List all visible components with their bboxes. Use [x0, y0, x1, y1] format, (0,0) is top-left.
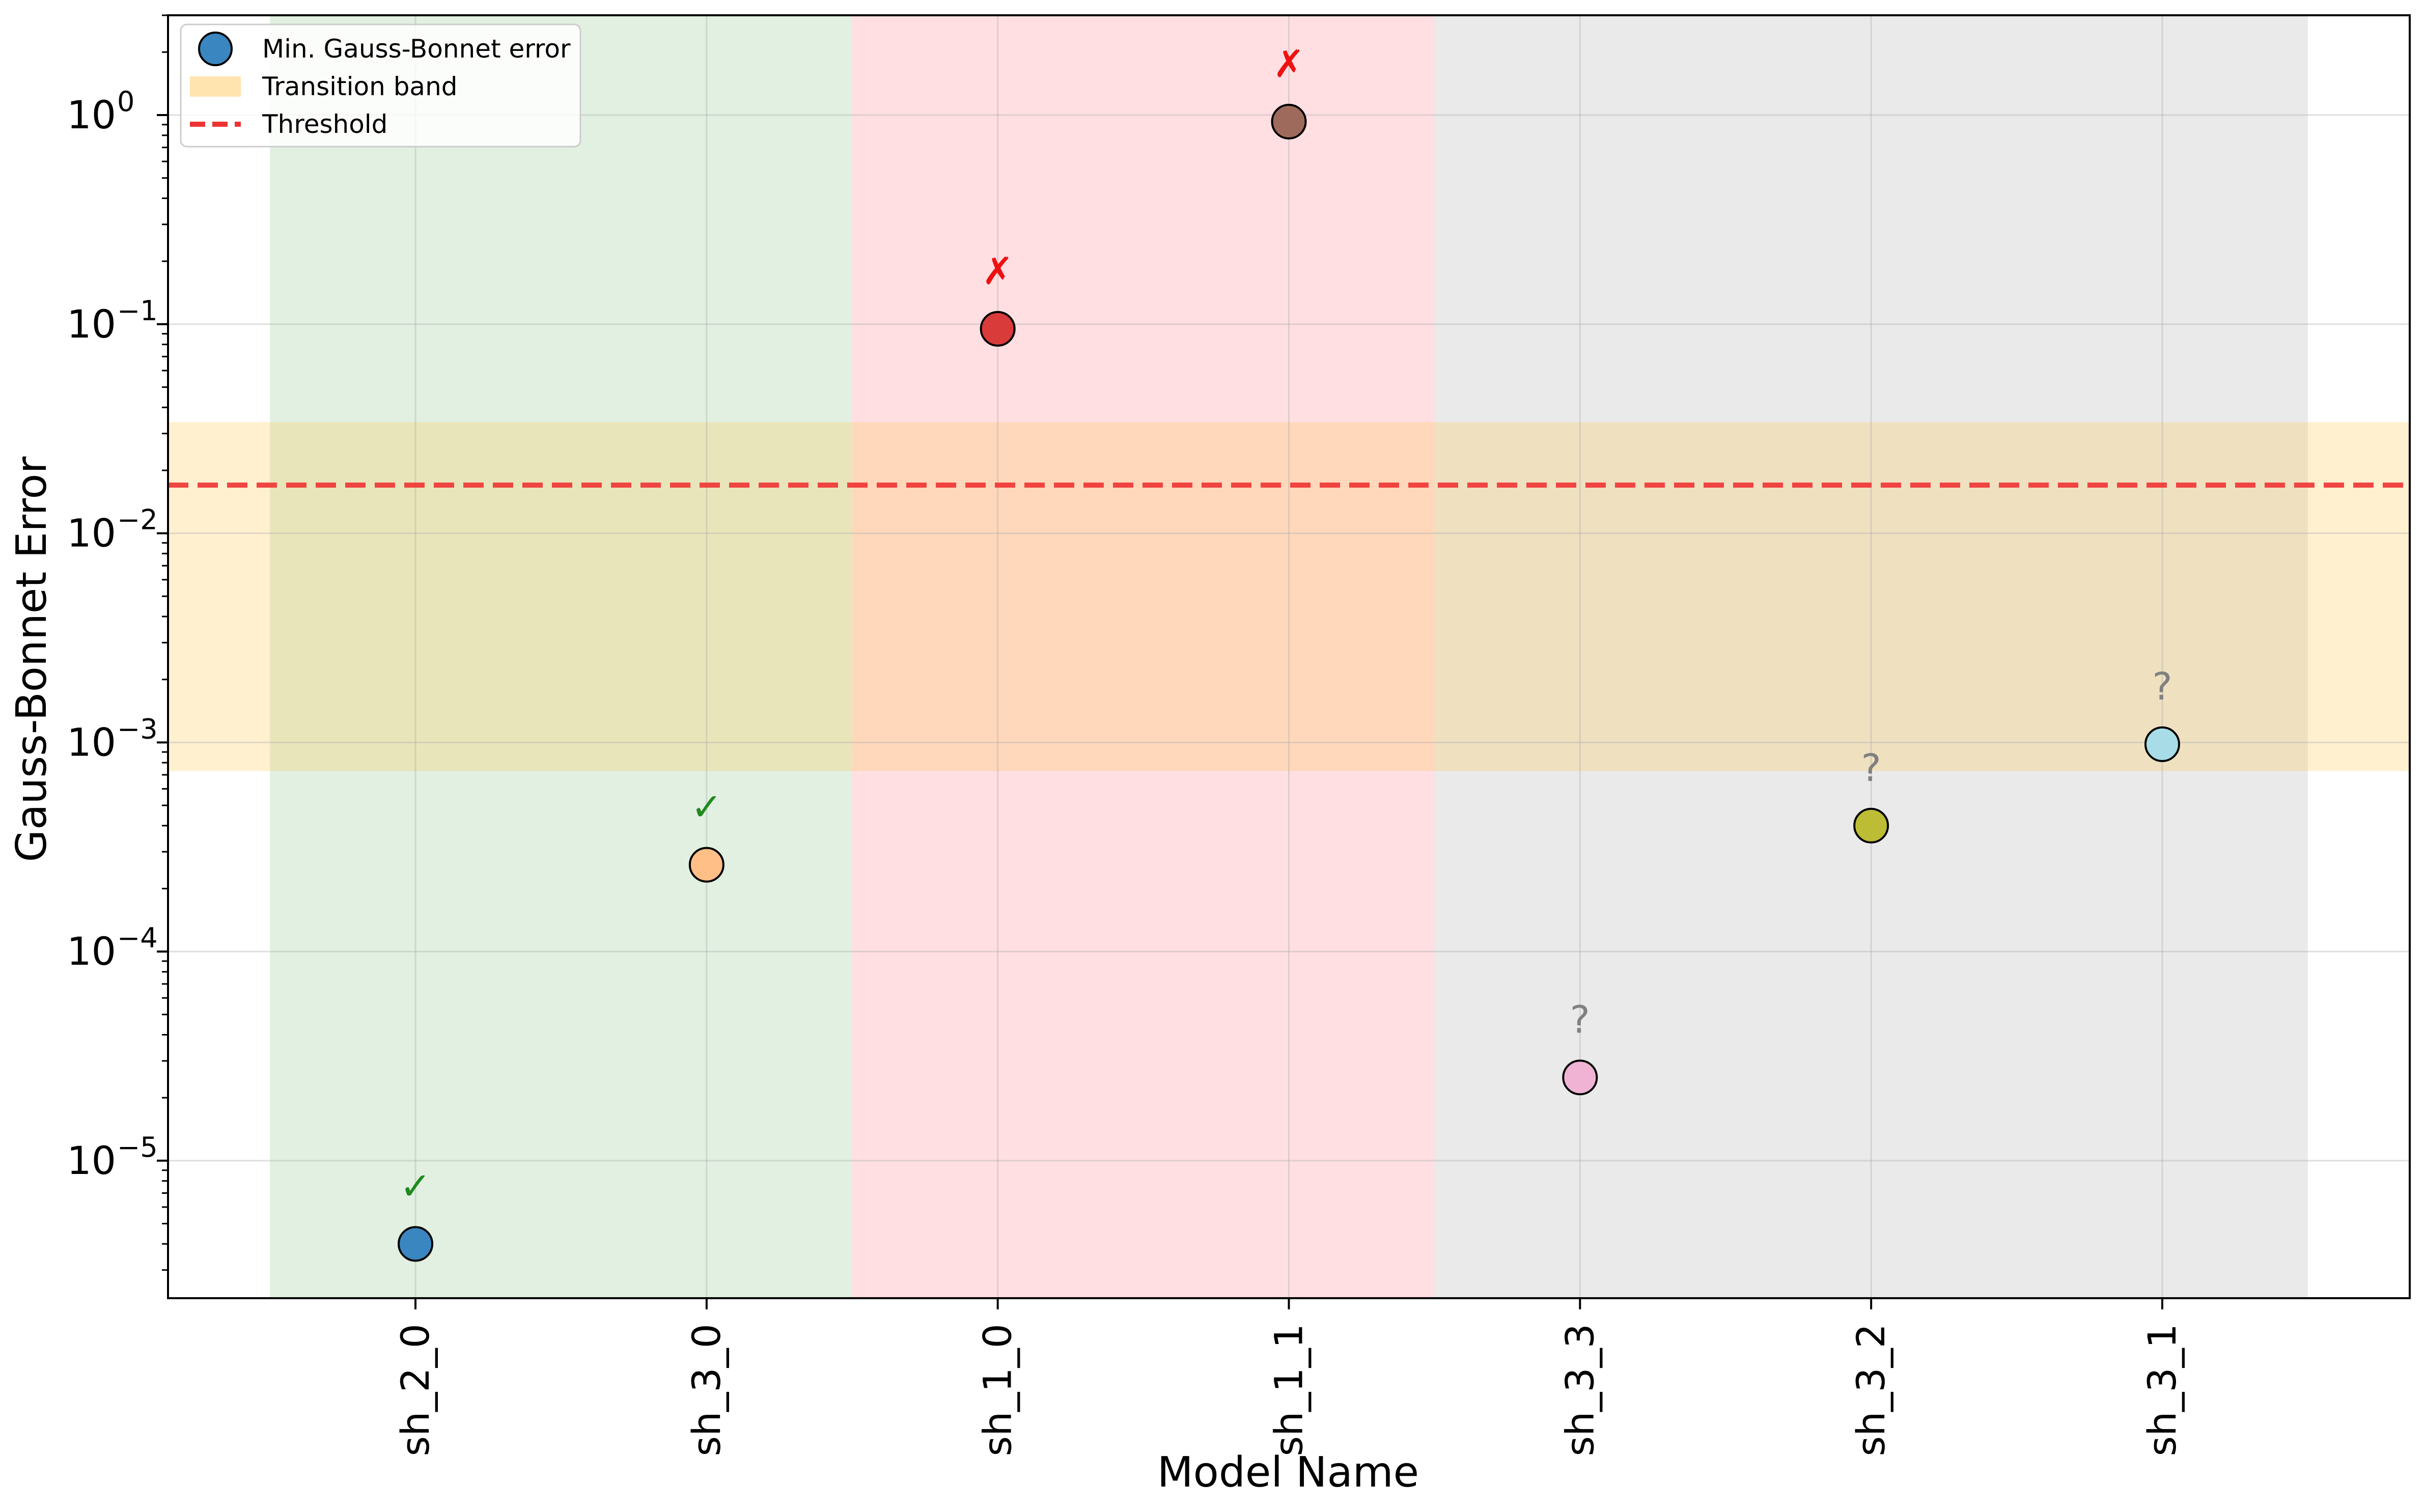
x-tick-label: sh_1_0 — [975, 1324, 1020, 1456]
x-tick-label: sh_3_0 — [684, 1324, 729, 1456]
y-tick-label-exponent: 0 — [117, 86, 134, 118]
data-point — [1271, 103, 1307, 139]
y-tick-label-exponent: −2 — [117, 504, 158, 536]
data-point — [1853, 807, 1889, 844]
legend-label: Min. Gauss-Bonnet error — [262, 34, 571, 64]
y-tick-label-exponent: −4 — [117, 922, 158, 954]
data-point — [688, 847, 724, 883]
x-tick-label: sh_3_2 — [1848, 1324, 1893, 1456]
y-tick-label-base: 10 — [67, 1138, 116, 1183]
legend-label: Threshold — [262, 109, 387, 139]
y-tick-label-base: 10 — [67, 511, 116, 556]
status-marker: ✓ — [400, 1164, 431, 1208]
status-marker: ? — [2152, 665, 2172, 709]
legend-label: Transition band — [262, 72, 458, 101]
status-marker: ? — [1861, 746, 1881, 790]
legend-patch-swatch — [190, 76, 241, 97]
x-tick-label: sh_3_3 — [1557, 1324, 1602, 1456]
transition-band — [168, 422, 2410, 771]
y-tick-label-exponent: −1 — [117, 295, 158, 327]
y-tick-label-base: 10 — [67, 929, 116, 974]
y-tick-label-base: 10 — [67, 92, 116, 137]
x-tick-label: sh_2_0 — [393, 1324, 438, 1456]
y-axis-label: Gauss-Bonnet Error — [8, 456, 56, 862]
data-point — [398, 1226, 434, 1262]
legend-box — [180, 23, 581, 148]
category-region-1 — [852, 15, 1435, 1298]
x-tick-label: sh_1_1 — [1266, 1324, 1312, 1456]
y-tick-label-base: 10 — [67, 301, 116, 347]
status-marker: ✗ — [982, 249, 1014, 293]
data-point — [980, 311, 1016, 347]
y-tick-label-exponent: −3 — [117, 713, 158, 745]
x-axis-label: Model Name — [1157, 1448, 1419, 1497]
y-tick-label-base: 10 — [67, 719, 116, 765]
data-point — [2144, 726, 2180, 762]
y-tick-label-exponent: −5 — [117, 1131, 158, 1163]
status-marker: ✗ — [1273, 42, 1304, 86]
legend-marker-swatch — [198, 32, 233, 66]
x-tick-label: sh_3_1 — [2139, 1324, 2185, 1456]
status-marker: ? — [1570, 998, 1590, 1042]
category-region-0 — [270, 15, 852, 1298]
status-marker: ✓ — [691, 786, 722, 829]
data-point — [1562, 1059, 1598, 1096]
